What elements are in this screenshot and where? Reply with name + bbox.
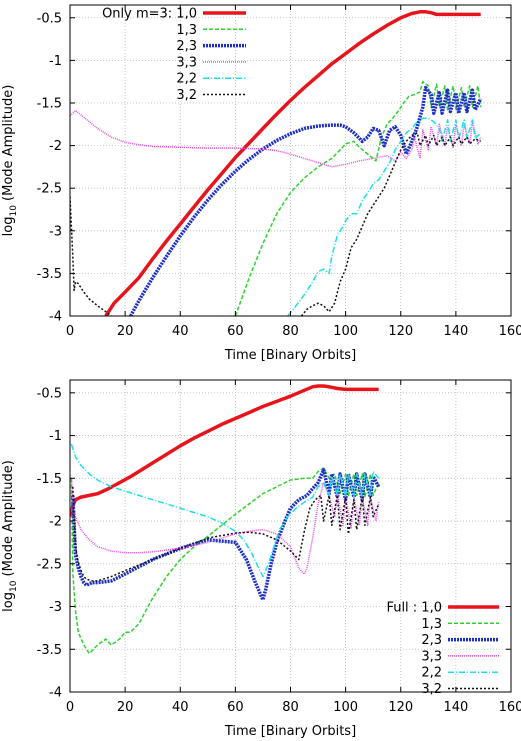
x-tick-label: 60: [227, 324, 244, 339]
x-tick-label: 140: [443, 324, 468, 339]
series-line-2-3: [71, 468, 381, 602]
y-tick-label: -0.5: [37, 386, 62, 401]
x-tick-label: 40: [172, 700, 189, 715]
x-tick-label: 0: [66, 324, 74, 339]
x-tick-label: 0: [66, 700, 74, 715]
x-tick-label: 100: [333, 324, 358, 339]
legend-label: 3,2: [176, 88, 197, 103]
legend-label: 2,3: [176, 39, 197, 54]
y-tick-label: -3.5: [37, 267, 62, 282]
series-line-3-2: [70, 132, 482, 316]
legend-label: 3,2: [421, 682, 442, 697]
legend: Full : 1,01,32,33,3 2,23,2: [386, 601, 499, 697]
chart-panel-1: 0 20 40 60 80 100 120 140 160 -4 -3.5 -3 -2.5 -2 -1.5 -…: [1, 4, 521, 363]
legend-label: 1,3: [421, 617, 442, 632]
series-line-1-3: [234, 80, 482, 316]
legend-label: Full : 1,0: [386, 601, 442, 616]
legend-label: 2,2: [176, 72, 197, 87]
x-tick-label: 80: [282, 700, 299, 715]
legend-label: 1,3: [176, 23, 197, 38]
y-tick-label: -1.5: [37, 96, 62, 111]
legend-label: 3,3: [421, 649, 442, 664]
legend-label: 3,3: [176, 55, 197, 70]
x-tick-label: 120: [388, 324, 413, 339]
x-tick-label: 100: [333, 700, 358, 715]
series-line-1-0: [104, 10, 481, 316]
series-group: [70, 10, 483, 316]
legend-label: 2,3: [421, 633, 442, 648]
legend-label: Only m=3: 1,0: [102, 7, 197, 22]
x-axis-label: Time [Binary Orbits]: [224, 348, 356, 363]
y-tick-label: -0.5: [37, 11, 62, 26]
y-tick-label: -1: [49, 429, 62, 444]
y-tick-label: -1: [49, 54, 62, 69]
y-tick-label: -3.5: [37, 643, 62, 658]
legend-label: 2,2: [421, 666, 442, 681]
x-tick-label: 40: [172, 324, 189, 339]
grid: [70, 5, 511, 316]
series-line-3-3: [70, 109, 482, 168]
y-tick-label: -3: [49, 224, 62, 239]
x-tick-label: 160: [499, 324, 521, 339]
y-tick-label: -3: [49, 600, 62, 615]
series-line-3-3: [70, 478, 380, 575]
grid: [70, 380, 511, 692]
y-tick-label: -4: [49, 310, 62, 325]
x-tick-label: 80: [282, 324, 299, 339]
series-group: [70, 384, 381, 655]
x-tick-label: 60: [227, 700, 244, 715]
x-tick-label: 20: [117, 324, 134, 339]
y-tick-label: -2.5: [37, 182, 62, 197]
y-tick-label: -4: [49, 686, 62, 701]
y-axis-label: log10 (Mode Amplitude): [1, 460, 19, 612]
chart-panel-2: 0 20 40 60 80 100 120 140 160 -4 -3.5 -3 -2.5 -2 -1.5 -…: [1, 379, 521, 739]
series-line-2-3: [129, 85, 483, 316]
y-axis-label: log10 (Mode Amplitude): [1, 85, 19, 237]
x-tick-label: 160: [499, 700, 521, 715]
series-line-2-2: [287, 117, 482, 316]
series-line-1-0: [70, 384, 379, 518]
legend: Only m=3: 1,01,32,33,3 2,23,2: [102, 7, 246, 103]
x-tick-label: 20: [117, 700, 134, 715]
y-tick-label: -2.5: [37, 557, 62, 572]
x-axis-label: Time [Binary Orbits]: [224, 724, 356, 739]
series-line-2-2: [70, 443, 380, 578]
y-tick-label: -2: [49, 139, 62, 154]
x-tick-label: 120: [388, 700, 413, 715]
x-tick-label: 140: [443, 700, 468, 715]
y-tick-label: -1.5: [37, 472, 62, 487]
series-line-3-2: [72, 486, 380, 582]
y-tick-label: -2: [49, 515, 62, 530]
series-line-1-3: [70, 467, 380, 655]
